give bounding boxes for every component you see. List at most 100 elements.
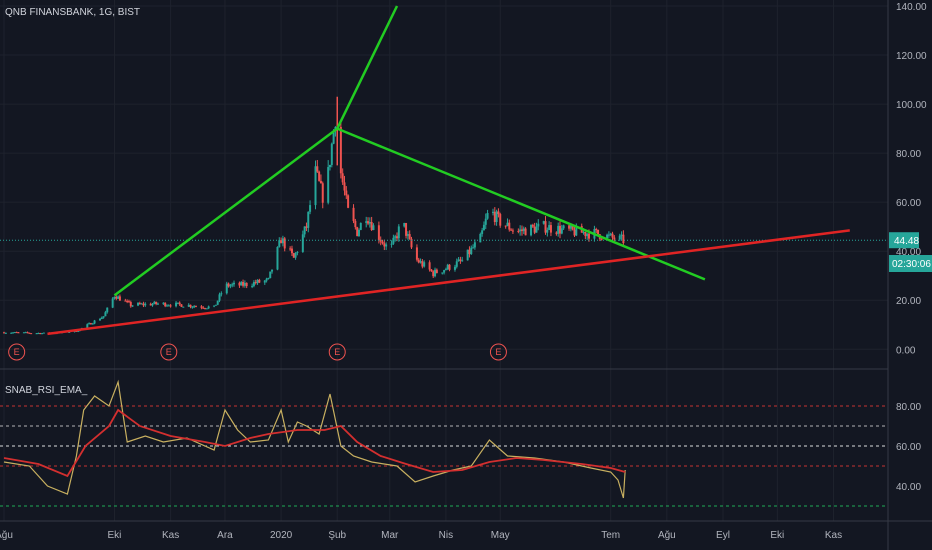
candle-body (227, 283, 230, 287)
candle-body (12, 332, 15, 334)
candle-body (42, 332, 45, 334)
time-tick-label: Nis (439, 530, 453, 541)
candle-body (142, 303, 145, 306)
candle-body (278, 240, 281, 247)
candle-body (153, 301, 156, 304)
candle-body (111, 298, 114, 308)
candle-body (435, 269, 438, 274)
time-tick-label: Ağu (0, 530, 13, 541)
candle-body (484, 218, 487, 225)
candle-body (269, 271, 272, 279)
candle-body (479, 233, 482, 243)
candle-body (13, 332, 16, 334)
candle-body (559, 225, 562, 234)
candle-body (470, 247, 473, 255)
candle-body (131, 305, 134, 307)
candle-body (482, 224, 485, 231)
candle-body (405, 223, 408, 236)
candle-body (187, 304, 190, 307)
candle-body (455, 261, 458, 267)
axes: 0.00 20.00 40.00 60.00 80.00 100.00 120.00 140.… (0, 2, 927, 541)
candle-body (220, 293, 223, 295)
candle-body (216, 300, 219, 305)
candle-body (280, 240, 283, 244)
time-tick-label: Eyl (716, 530, 730, 541)
candle-body (193, 306, 196, 308)
candle-body (359, 222, 362, 230)
candle-body (106, 307, 109, 313)
candle-body (569, 225, 572, 229)
candle-body (254, 282, 257, 284)
candle-body (276, 246, 279, 270)
earnings-marker-label: E (166, 347, 172, 357)
candle-body (4, 332, 7, 334)
candle-body (252, 282, 255, 286)
candle-body (607, 234, 610, 236)
candle-body (495, 211, 498, 223)
time-tick-label: Eki (108, 530, 122, 541)
candle-body (537, 223, 540, 227)
candle-body (22, 332, 25, 334)
candle-body (164, 302, 167, 307)
candle-body (441, 272, 444, 274)
candle-body (200, 306, 203, 308)
candle-body (497, 211, 500, 215)
candle-body (314, 166, 317, 206)
candle-body (600, 238, 603, 240)
price-tick-label: 40.00 (896, 247, 921, 258)
candle-body (258, 279, 261, 283)
price-tick-label: 20.00 (896, 296, 921, 307)
candle-body (423, 262, 426, 267)
candle-body (176, 302, 179, 304)
candle-body (519, 229, 522, 232)
candle-body (37, 333, 40, 335)
candle-body (68, 331, 71, 333)
candle-body (499, 214, 502, 226)
candle-body (305, 226, 308, 228)
candle-body (481, 230, 484, 234)
candle-body (491, 211, 494, 213)
candle-body (104, 312, 107, 317)
candle-body (486, 212, 489, 219)
candle-body (453, 266, 456, 270)
candle-body (432, 271, 435, 277)
candle-body (493, 211, 496, 223)
candle-body (238, 282, 241, 286)
candle-body (571, 225, 574, 230)
candle-body (289, 248, 292, 250)
candle-body (468, 249, 471, 255)
price-tick-label: 0.00 (896, 345, 916, 356)
candle-body (622, 234, 625, 244)
candle-body (573, 229, 576, 236)
candle-body (292, 253, 295, 258)
candle-body (448, 264, 451, 270)
candle-body (609, 233, 612, 235)
candle-body (39, 333, 42, 335)
rsi-tick-label: 40.00 (896, 482, 921, 493)
candle-body (102, 316, 105, 318)
candle-body (620, 234, 623, 236)
candle-body (506, 222, 509, 226)
candle-body (397, 226, 400, 239)
candle-body (606, 234, 609, 240)
candle-body (586, 233, 589, 237)
candle-body (156, 303, 159, 305)
candle-body (89, 323, 92, 325)
price-tick-label: 80.00 (896, 149, 921, 160)
candle-body (533, 226, 536, 233)
candle-body (214, 304, 217, 306)
candle-body (546, 230, 549, 233)
price-tick-label: 140.00 (896, 2, 927, 13)
candle-body (175, 302, 178, 307)
candle-body (328, 164, 331, 168)
candle-body (169, 305, 172, 307)
candle-body (415, 247, 418, 260)
candle-body (446, 264, 449, 270)
candle-body (434, 269, 437, 277)
candle-body (330, 143, 333, 165)
candle-body (296, 251, 299, 253)
rsi-pane (0, 379, 888, 507)
time-tick-label: Ara (217, 530, 233, 541)
candle-body (524, 228, 527, 236)
candle-body (421, 261, 424, 267)
